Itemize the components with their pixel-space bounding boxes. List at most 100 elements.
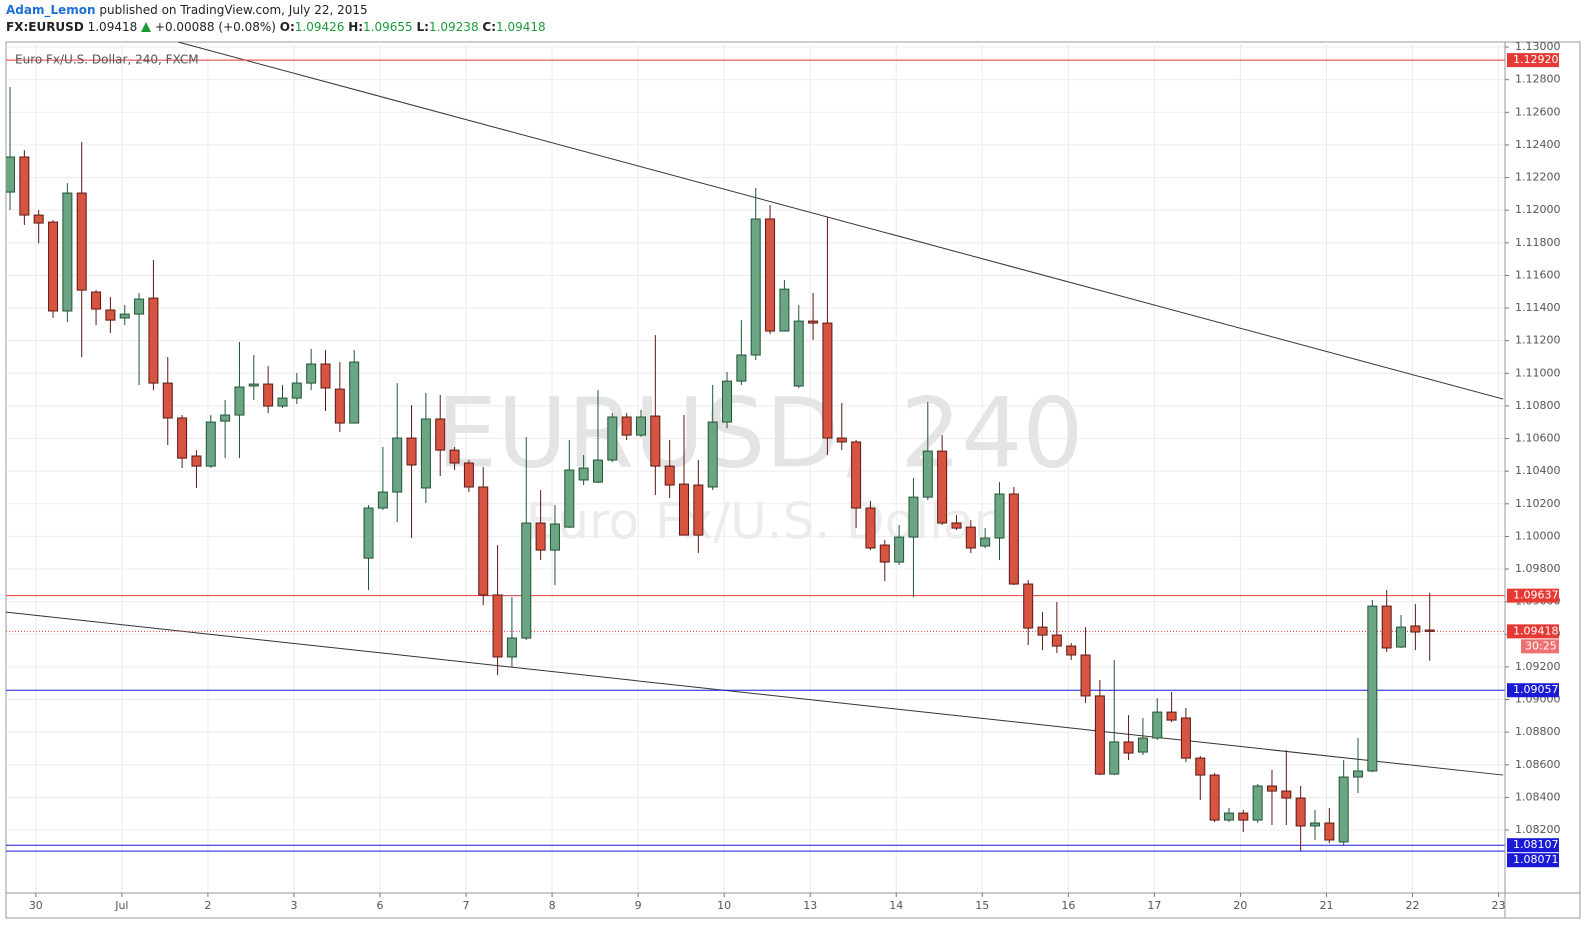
candle-body <box>1037 626 1048 636</box>
candle-body <box>177 417 188 459</box>
trend-line <box>177 42 1504 400</box>
candle-body <box>736 354 747 382</box>
x-tick-label: 20 <box>1233 899 1247 912</box>
candle-body <box>205 421 216 467</box>
ohlc-label: C: <box>482 20 497 34</box>
candle-body <box>48 221 59 312</box>
candle-body <box>1051 634 1062 647</box>
candle-body <box>91 291 102 310</box>
x-tick-label: 9 <box>635 899 642 912</box>
candle-body <box>506 637 517 658</box>
y-tick-label: 1.10000 <box>1515 529 1561 542</box>
y-tick-label: 1.12200 <box>1515 171 1561 184</box>
candle-body <box>420 418 431 489</box>
candle-body <box>1410 625 1421 633</box>
publish-line: Adam_Lemon published on TradingView.com,… <box>6 2 546 19</box>
x-tick-label: 7 <box>463 899 470 912</box>
chart-frame <box>5 41 1581 919</box>
candle-body <box>320 363 331 389</box>
watermark: EURUSD, 240 Euro Fx/U.S. Dollar <box>436 377 1083 550</box>
level-label-box <box>1507 838 1559 853</box>
candle-body <box>722 380 733 423</box>
y-tick-label: 1.11200 <box>1515 334 1561 347</box>
watermark-symbol: EURUSD, 240 <box>436 377 1083 489</box>
candle-body <box>1295 797 1306 827</box>
candle-body <box>234 386 245 416</box>
y-tick-label: 1.08400 <box>1515 790 1561 803</box>
level-label-box <box>1507 683 1559 698</box>
candle-body <box>980 537 991 547</box>
candle-body <box>679 483 690 536</box>
candle-body <box>1266 785 1277 792</box>
candle-body <box>19 156 30 216</box>
y-tick-label: 1.11800 <box>1515 236 1561 249</box>
candle-body <box>1008 493 1019 585</box>
y-tick-label: 1.12600 <box>1515 105 1561 118</box>
candle-body <box>851 441 862 509</box>
candle-body <box>908 496 919 538</box>
x-tick-label: 22 <box>1406 899 1420 912</box>
candle-body <box>119 313 130 319</box>
y-tick-label: 1.11600 <box>1515 268 1561 281</box>
ohlc-value: 1.09238 <box>428 20 479 34</box>
level-label-box <box>1507 588 1559 603</box>
candle-body <box>664 465 675 486</box>
candle-body <box>707 421 718 488</box>
candle-body <box>248 383 259 387</box>
candle-body <box>349 361 360 424</box>
level-label: 1.08107 <box>1513 838 1559 851</box>
author[interactable]: Adam_Lemon <box>6 3 96 17</box>
candle-body <box>435 418 446 451</box>
trend-line <box>6 611 1504 776</box>
candle-body <box>148 297 159 384</box>
y-tick-label: 1.12000 <box>1515 203 1561 216</box>
candle-body <box>1353 770 1364 778</box>
candle-body <box>263 383 274 407</box>
candle-body <box>965 526 976 549</box>
ohlc-value: 1.09418 <box>496 20 546 34</box>
last-price-label: 1.09418 <box>1513 624 1559 637</box>
candle-body <box>865 507 876 549</box>
last-price-box <box>1507 624 1559 639</box>
candle-body <box>1324 822 1335 841</box>
x-tick-label: 15 <box>975 899 989 912</box>
candle-body <box>822 322 833 439</box>
plot-area <box>6 42 1505 852</box>
candle-body <box>765 218 776 332</box>
watermark-description: Euro Fx/U.S. Dollar <box>526 493 995 551</box>
candle-body <box>478 486 489 596</box>
y-tick-label: 1.10400 <box>1515 464 1561 477</box>
x-tick-label: 13 <box>803 899 817 912</box>
candle-body <box>1309 822 1320 827</box>
candle-body <box>134 298 145 315</box>
candle-body <box>406 437 417 466</box>
candle-body <box>1152 711 1163 739</box>
y-tick-label: 1.08200 <box>1515 823 1561 836</box>
x-tick-label: 16 <box>1061 899 1075 912</box>
candle-body <box>62 192 73 312</box>
y-tick-label: 1.08600 <box>1515 758 1561 771</box>
ohlc-value: 1.09655 <box>363 20 413 34</box>
y-tick-label: 1.12800 <box>1515 73 1561 86</box>
candle-body <box>76 192 87 291</box>
candle-body <box>1195 757 1206 776</box>
candle-body <box>535 522 546 551</box>
candle-body <box>463 462 474 488</box>
y-tick-label: 1.10600 <box>1515 432 1561 445</box>
x-tick-label: 2 <box>204 899 211 912</box>
candle-body <box>449 449 460 464</box>
x-tick-label: 8 <box>549 899 556 912</box>
countdown-box <box>1521 639 1559 654</box>
y-tick-label: 1.11400 <box>1515 301 1561 314</box>
x-tick-label: 17 <box>1147 899 1161 912</box>
candle-body <box>306 363 317 384</box>
last-price: 1.09418 <box>87 20 138 34</box>
ohlc-label: H: <box>348 20 364 34</box>
candle-body <box>1209 774 1220 821</box>
candle-body <box>1338 776 1349 843</box>
candle-body <box>937 450 948 524</box>
candle-body <box>635 416 646 436</box>
x-tick-label: 21 <box>1319 899 1333 912</box>
candle-body <box>1223 812 1234 821</box>
